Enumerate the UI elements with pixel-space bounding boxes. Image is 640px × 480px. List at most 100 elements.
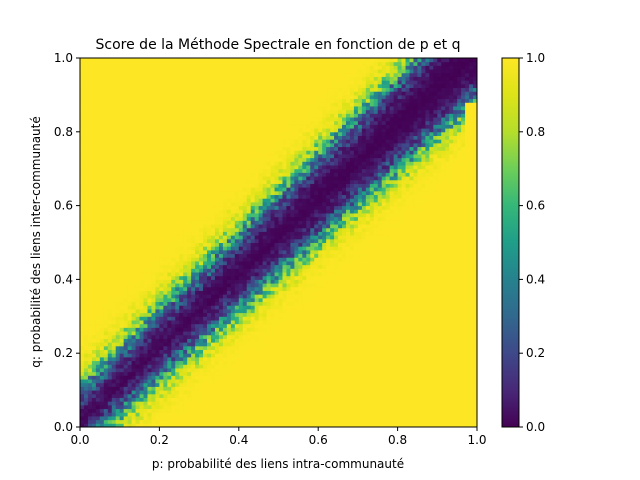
heatmap-cell xyxy=(99,76,105,81)
heatmap-cell xyxy=(187,327,192,332)
heatmap-cell xyxy=(115,249,121,255)
heatmap-cell xyxy=(258,382,264,387)
heatmap-cell xyxy=(238,168,244,173)
heatmap-cell xyxy=(83,83,89,89)
heatmap-cell xyxy=(175,249,180,255)
heatmap-cell xyxy=(211,253,216,258)
heatmap-cell xyxy=(80,375,85,380)
heatmap-cell xyxy=(195,272,200,277)
heatmap-cell xyxy=(119,201,125,207)
heatmap-cell xyxy=(222,305,228,310)
heatmap-cell xyxy=(254,187,260,192)
heatmap-cell xyxy=(87,83,93,89)
heatmap-cell xyxy=(246,290,252,295)
heatmap-cell xyxy=(187,61,192,66)
heatmap-cell xyxy=(151,349,156,354)
heatmap-cell xyxy=(80,390,85,395)
heatmap-cell xyxy=(99,72,105,77)
heatmap-cell xyxy=(179,190,184,196)
heatmap-cell xyxy=(274,117,279,122)
heatmap-cell xyxy=(139,290,145,295)
heatmap-cell xyxy=(107,323,113,328)
heatmap-cell xyxy=(163,390,168,395)
heatmap-cell xyxy=(207,401,212,406)
heatmap-cell xyxy=(238,297,244,303)
heatmap-cell xyxy=(230,80,236,85)
heatmap-cell xyxy=(91,231,97,236)
heatmap-cell xyxy=(214,61,220,66)
heatmap-cell xyxy=(207,157,212,162)
heatmap-cell xyxy=(266,349,272,354)
heatmap-cell xyxy=(222,220,228,225)
heatmap-cell xyxy=(155,319,160,325)
heatmap-cell xyxy=(119,283,125,288)
heatmap-cell xyxy=(266,390,272,395)
heatmap-cell xyxy=(103,216,109,221)
heatmap-cell xyxy=(147,260,152,266)
heatmap-cell xyxy=(163,205,168,210)
heatmap-cell xyxy=(242,382,248,387)
heatmap-cell xyxy=(171,379,176,384)
heatmap-cell xyxy=(171,128,176,133)
heatmap-cell xyxy=(222,253,228,258)
heatmap-cell xyxy=(218,397,224,402)
heatmap-cell xyxy=(266,286,272,291)
heatmap-cell xyxy=(234,371,240,376)
heatmap-cell xyxy=(139,128,145,133)
heatmap-cell xyxy=(262,231,268,236)
heatmap-cell xyxy=(175,397,180,402)
heatmap-cell xyxy=(226,264,232,269)
heatmap-cell xyxy=(111,157,117,162)
heatmap-cell xyxy=(99,117,105,122)
heatmap-cell xyxy=(214,305,220,310)
heatmap-cell xyxy=(218,124,224,129)
heatmap-cell xyxy=(103,168,109,173)
heatmap-cell xyxy=(171,120,176,125)
heatmap-cell xyxy=(95,205,101,210)
heatmap-cell xyxy=(226,401,232,406)
heatmap-cell xyxy=(226,153,232,159)
heatmap-cell xyxy=(103,161,109,166)
heatmap-cell xyxy=(199,334,204,339)
heatmap-cell xyxy=(143,323,148,328)
heatmap-cell xyxy=(246,58,252,63)
heatmap-cell xyxy=(211,408,216,413)
heatmap-cell xyxy=(107,264,113,269)
heatmap-cell xyxy=(107,168,113,173)
heatmap-cell xyxy=(207,179,212,184)
heatmap-cell xyxy=(143,198,148,203)
heatmap-cell xyxy=(143,157,148,162)
heatmap-cell xyxy=(258,393,264,398)
heatmap-cell xyxy=(83,308,89,314)
heatmap-cell xyxy=(159,404,164,410)
heatmap-cell xyxy=(250,76,256,81)
heatmap-cell xyxy=(187,286,192,291)
heatmap-cell xyxy=(163,142,168,148)
heatmap-cell xyxy=(266,345,272,351)
heatmap-cell xyxy=(95,183,101,188)
heatmap-cell xyxy=(135,109,141,114)
heatmap-cell xyxy=(242,80,248,85)
heatmap-cell xyxy=(167,242,172,247)
heatmap-cell xyxy=(83,220,89,225)
heatmap-cell xyxy=(270,390,276,395)
heatmap-cell xyxy=(147,153,152,159)
heatmap-cell xyxy=(80,83,85,89)
heatmap-cell xyxy=(163,65,168,70)
heatmap-cell xyxy=(203,146,208,151)
heatmap-cell xyxy=(195,294,200,299)
heatmap-cell xyxy=(103,80,109,85)
heatmap-cell xyxy=(246,135,252,140)
heatmap-cell xyxy=(95,382,101,387)
heatmap-cell xyxy=(151,297,156,303)
heatmap-cell xyxy=(195,327,200,332)
heatmap-cell xyxy=(83,153,89,159)
heatmap-cell xyxy=(107,105,113,111)
heatmap-cell xyxy=(139,401,145,406)
heatmap-cell xyxy=(87,353,93,358)
heatmap-cell xyxy=(234,87,240,92)
heatmap-cell xyxy=(131,69,137,74)
heatmap-cell xyxy=(218,253,224,258)
heatmap-cell xyxy=(91,371,97,376)
heatmap-cell xyxy=(246,190,252,196)
